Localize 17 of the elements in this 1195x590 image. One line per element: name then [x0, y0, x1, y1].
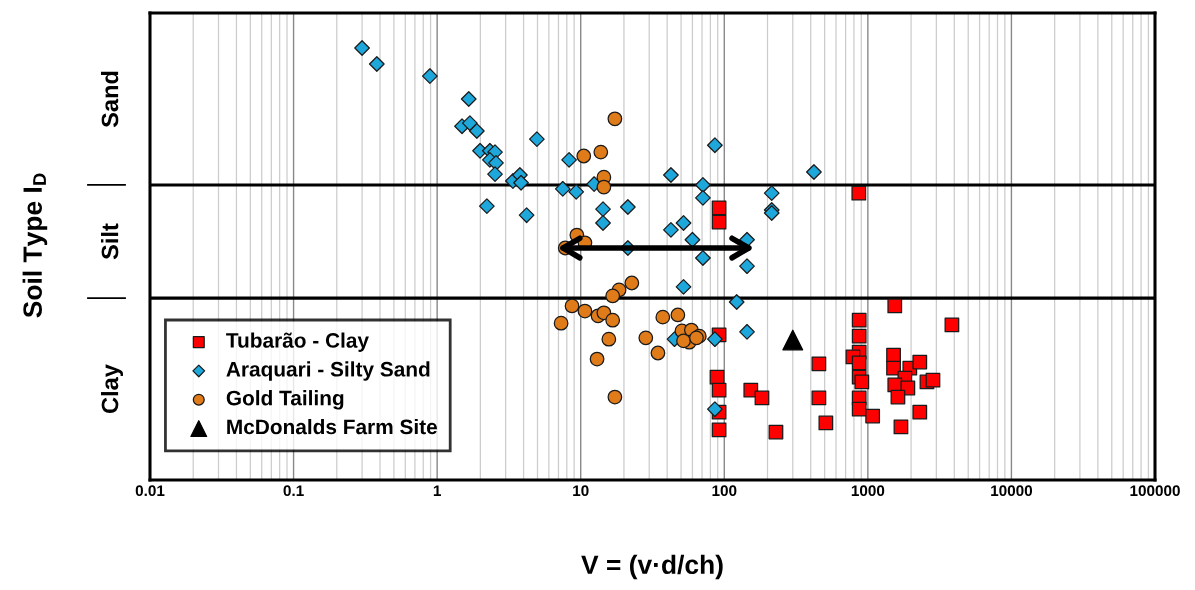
x-tick-label: 0.01: [135, 485, 165, 497]
x-tick-label: 1000: [851, 485, 885, 497]
text: Sand: [101, 71, 119, 128]
x-tick-label: 1: [433, 485, 441, 496]
x-tick-label: 10: [573, 485, 589, 497]
legend-label: McDonalds Farm Site: [227, 418, 437, 435]
x-tick-label: 0.1: [283, 485, 304, 497]
x-tick-label: 100000: [1130, 485, 1180, 497]
legend-label: Araquari - Silty Sand: [226, 361, 430, 381]
x-axis-title: V = (v·d/ch): [581, 554, 723, 580]
text: Clay: [101, 364, 123, 414]
x-tick-label: 10000: [991, 485, 1033, 497]
x-tick-label: 100: [712, 485, 737, 497]
y-axis-title: Soil Type I$_{D}$: [22, 173, 48, 318]
text: Silt: [101, 223, 119, 260]
legend-label: Tubarão - Clay: [226, 332, 369, 352]
legend-label: Gold Tailing: [226, 390, 344, 410]
